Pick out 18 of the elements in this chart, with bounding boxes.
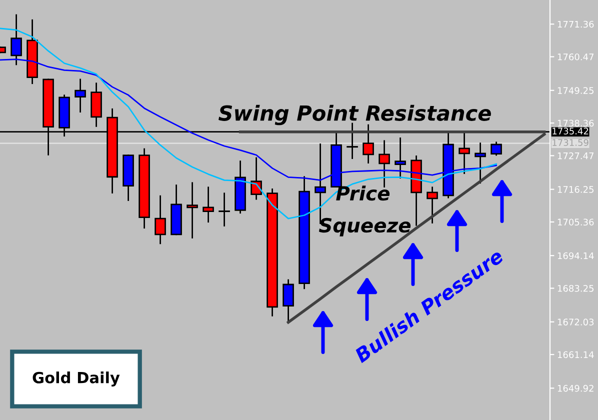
ref-line-label: 1731.59 bbox=[552, 139, 588, 146]
y-tick-label: 1649.92 bbox=[558, 384, 594, 392]
annotation: Squeeze bbox=[318, 218, 411, 236]
y-tick-label: 1705.36 bbox=[558, 218, 594, 226]
annotation: Swing Point Resistance bbox=[218, 104, 491, 126]
y-tick-label: 1694.14 bbox=[558, 252, 594, 260]
annotation: Gold Daily bbox=[32, 372, 120, 386]
y-tick-label: 1760.47 bbox=[558, 53, 594, 60]
y-tick-label: 1727.47 bbox=[558, 152, 594, 160]
annotation: Price bbox=[336, 186, 390, 201]
y-tick-label: 1771.36 bbox=[558, 20, 594, 28]
y-tick-label: 1661.14 bbox=[558, 351, 594, 358]
y-tick-label: 1716.25 bbox=[558, 186, 594, 193]
y-tick-label: 1683.25 bbox=[558, 284, 594, 292]
y-tick-label: 1749.25 bbox=[558, 87, 594, 94]
y-tick-label: 1672.03 bbox=[558, 318, 594, 326]
ref-line-label: 1735.42 bbox=[552, 128, 588, 134]
y-tick-label: 1738.36 bbox=[558, 120, 594, 127]
